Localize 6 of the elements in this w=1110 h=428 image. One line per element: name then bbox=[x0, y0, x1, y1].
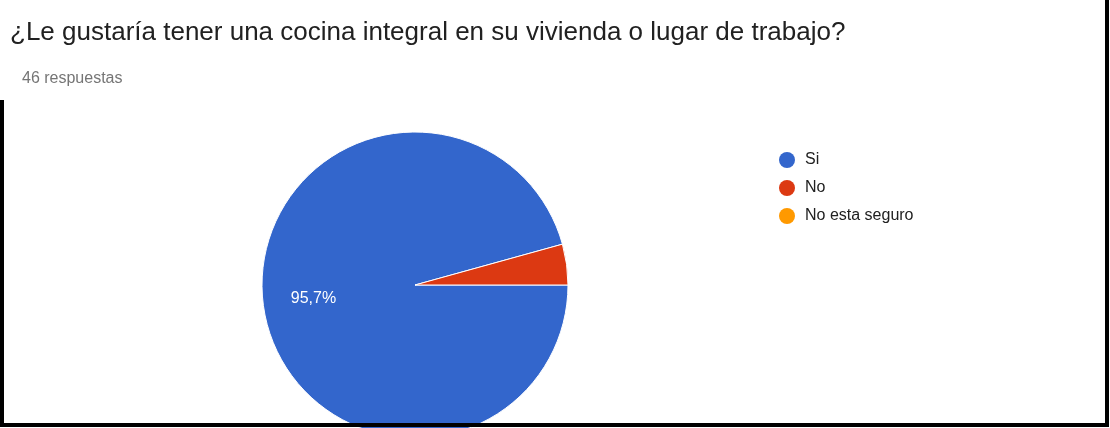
text: 46 respuestas bbox=[22, 69, 123, 86]
legend-label: Si bbox=[805, 150, 820, 168]
data-label: 95,7% bbox=[290, 289, 337, 307]
chart-title: ¿Le gustaría tener una cocina integral en su vivienda o lugar de trabajo? bbox=[10, 16, 846, 46]
legend-label: No esta seguro bbox=[805, 206, 914, 224]
legend-label: No bbox=[805, 178, 826, 196]
